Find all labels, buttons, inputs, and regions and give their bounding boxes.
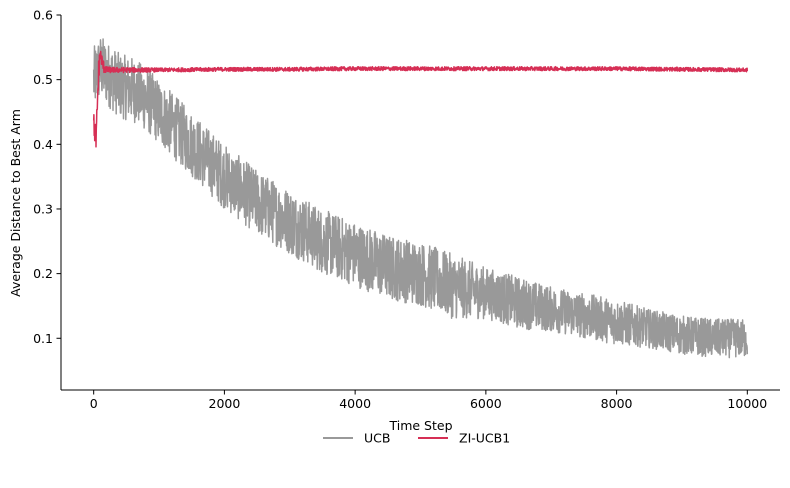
y-tick-label: 0.5 <box>33 72 53 87</box>
x-tick-label: 2000 <box>209 396 241 411</box>
y-tick-label: 0.1 <box>33 331 53 346</box>
x-tick-label: 6000 <box>470 396 502 411</box>
y-tick-label: 0.4 <box>33 137 53 152</box>
legend-label-ucb: UCB <box>364 431 390 446</box>
axes <box>60 15 780 391</box>
series-line-ucb <box>92 38 749 359</box>
legend-label-zi-ucb1: ZI-UCB1 <box>459 431 510 446</box>
x-axis-label: Time Step <box>388 418 452 433</box>
x-tick-label: 4000 <box>339 396 371 411</box>
y-axis-label: Average Distance to Best Arm <box>8 109 23 297</box>
legend: UCB ZI-UCB1 <box>323 431 510 446</box>
y-tick-label: 0.6 <box>33 8 53 23</box>
x-tick-label: 10000 <box>727 396 767 411</box>
y-tick-label: 0.3 <box>33 201 53 216</box>
y-tick-label: 0.2 <box>33 266 53 281</box>
plot-lines <box>92 38 749 359</box>
series-line-zi-ucb1 <box>92 50 749 148</box>
x-tick-label: 8000 <box>601 396 633 411</box>
x-ticks: 0 2000 4000 6000 8000 10000 <box>90 390 767 411</box>
y-ticks: 0.1 0.2 0.3 0.4 0.5 0.6 <box>33 8 61 346</box>
x-tick-label: 0 <box>90 396 98 411</box>
